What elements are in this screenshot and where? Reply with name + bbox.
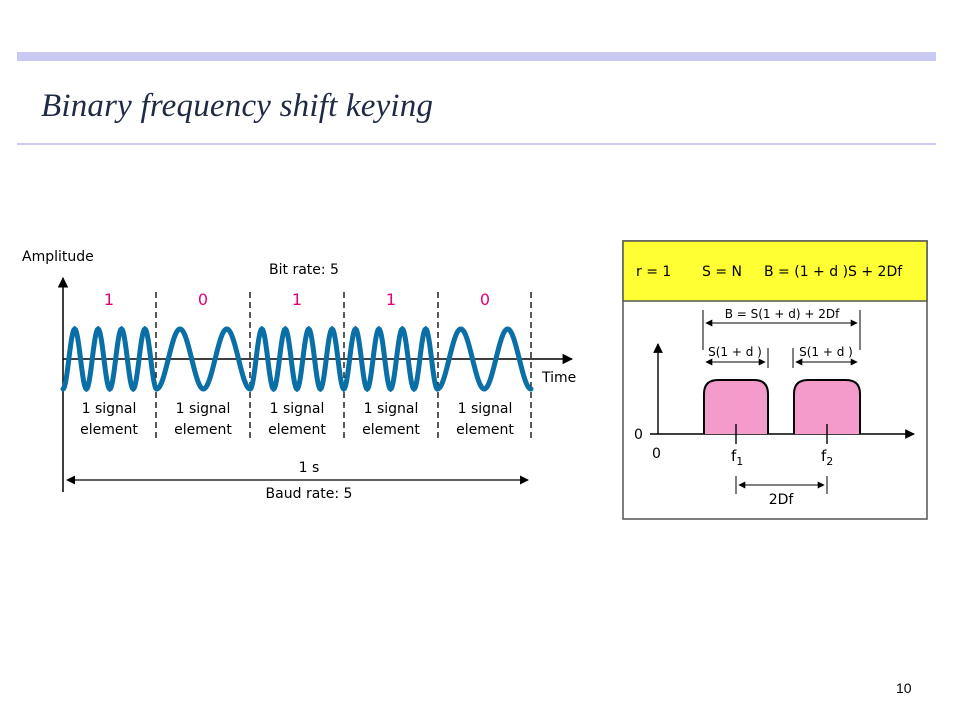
formula-header <box>622 240 928 302</box>
bit-value: 1 <box>292 290 302 309</box>
f1-label-sub: 1 <box>736 455 743 468</box>
bfsk-bandwidth-diagram: r = 1 S = N B = (1 + d )S + 2Df B = S(1 … <box>622 240 928 520</box>
f2-label: f2 <box>821 447 833 468</box>
bandwidth-formula: B = (1 + d )S + 2Df <box>764 264 903 280</box>
f2-label-sub: 2 <box>826 455 833 468</box>
band2-width-label: S(1 + d ) <box>799 345 853 359</box>
bfsk-waveform-diagram: Amplitude Bit rate: 5 Time 1 0 1 1 0 1 s… <box>22 249 576 502</box>
fsk-waveform <box>60 325 534 393</box>
separation-label: 2Df <box>769 492 795 508</box>
signal-element-label: element <box>80 422 138 438</box>
bit-values: 1 0 1 1 0 <box>104 290 490 309</box>
amplitude-label: Amplitude <box>22 249 94 265</box>
title-divider <box>17 143 936 145</box>
signal-element-label: 1 signal <box>82 401 137 417</box>
f1-label-base: f <box>731 447 737 465</box>
bit-boundaries <box>155 292 532 440</box>
signal-element-label: 1 signal <box>176 401 231 417</box>
signal-element-label: element <box>268 422 326 438</box>
signal-element-label: 1 signal <box>364 401 419 417</box>
bit-value: 0 <box>198 290 208 309</box>
axis-zero-y: 0 <box>634 427 643 443</box>
f2-label-base: f <box>821 447 827 465</box>
baud-rate-label: Baud rate: 5 <box>266 486 353 502</box>
axis-zero-x: 0 <box>652 446 661 462</box>
signal-element-label: element <box>362 422 420 438</box>
duration-label: 1 s <box>299 460 320 476</box>
rate-formula: r = 1 <box>636 264 671 280</box>
bit-value: 1 <box>386 290 396 309</box>
band-f1 <box>703 379 769 434</box>
time-label: Time <box>541 370 576 386</box>
signal-element-label: 1 signal <box>458 401 513 417</box>
signal-element-label: element <box>174 422 232 438</box>
bit-value: 0 <box>480 290 490 309</box>
signal-element-label: element <box>456 422 514 438</box>
band1-width-label: S(1 + d ) <box>708 345 762 359</box>
signal-element-labels: 1 signal element 1 signal element 1 sign… <box>80 401 514 438</box>
slide-title: Binary frequency shift keying <box>41 88 434 124</box>
total-bandwidth-label: B = S(1 + d) + 2Df <box>725 307 840 321</box>
f1-label: f1 <box>731 447 743 468</box>
top-accent-bar <box>17 52 936 61</box>
signal-formula: S = N <box>702 264 742 280</box>
bit-rate-label: Bit rate: 5 <box>269 262 339 278</box>
band-f2 <box>793 379 861 434</box>
page-number: 10 <box>896 680 912 696</box>
signal-element-label: 1 signal <box>270 401 325 417</box>
bit-value: 1 <box>104 290 114 309</box>
